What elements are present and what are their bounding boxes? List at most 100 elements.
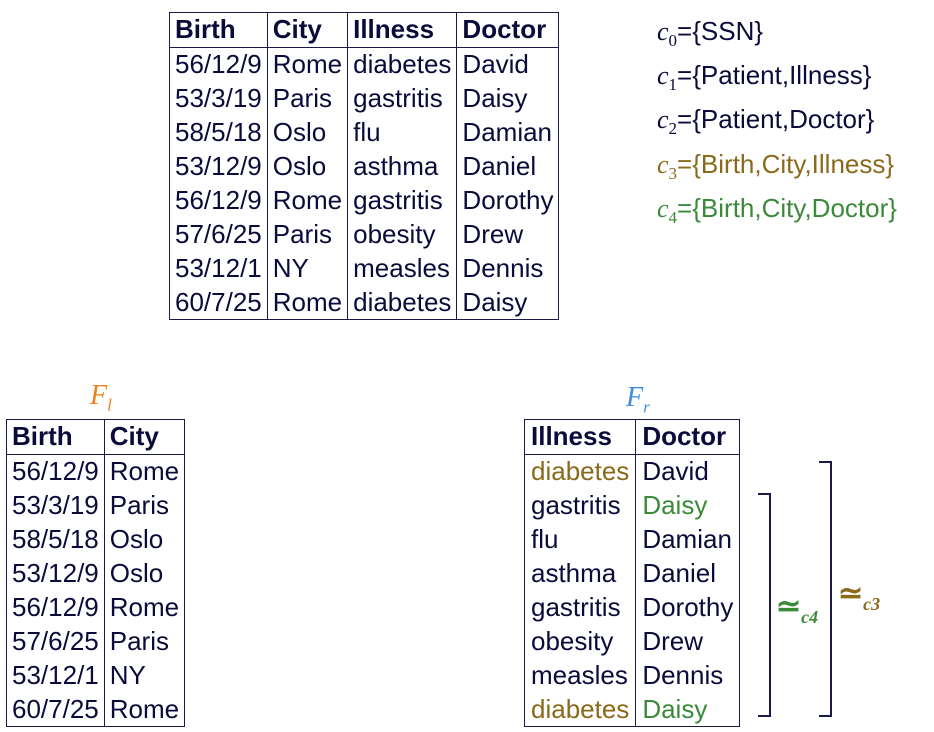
table-row: 58/5/18 Oslo flu Damian xyxy=(170,115,559,150)
table-row: 56/12/9 Rome xyxy=(7,590,185,625)
table-cell: gastritis xyxy=(347,183,457,218)
table-cell: Daisy xyxy=(456,285,559,320)
fl-title-var: F xyxy=(90,380,108,411)
table-row: 53/3/19 Paris xyxy=(7,488,185,523)
table-cell: 56/12/9 xyxy=(175,49,262,80)
table-row: gastritis Daisy xyxy=(525,488,740,523)
table-cell: Daniel xyxy=(456,149,559,184)
table-cell: Dennis xyxy=(456,251,559,286)
table-cell: Rome xyxy=(103,590,185,625)
table-cell: Rome xyxy=(266,47,348,82)
table-cell: diabetes xyxy=(347,285,457,320)
table-cell: diabetes xyxy=(347,47,457,82)
table-cell: Paris xyxy=(266,81,348,116)
table-cell: Oslo xyxy=(103,522,185,557)
main-table-body: 56/12/9 Rome diabetes David 53/3/19 Paris gast… xyxy=(170,47,559,320)
constraint-sub: 0 xyxy=(668,31,678,51)
table-row: 53/12/1 NY measles Dennis xyxy=(170,251,559,286)
table-cell: Oslo xyxy=(103,556,185,591)
constraint-line: c2={Patient,Doctor} xyxy=(657,102,897,146)
main-header-cell: Doctor xyxy=(456,12,559,48)
table-cell: measles xyxy=(347,251,457,286)
fl-header-cell: Birth xyxy=(6,419,105,455)
table-row: obesity Drew xyxy=(525,624,740,659)
table-row: 60/7/25 Rome diabetes Daisy xyxy=(170,285,559,320)
table-cell: Daisy xyxy=(635,488,740,523)
table-row: 58/5/18 Oslo xyxy=(7,522,185,557)
equivalence-c3-label: ≃c3 xyxy=(838,576,880,615)
table-cell: David xyxy=(635,454,740,489)
fl-header-cell: City xyxy=(103,419,185,455)
table-cell: Daisy xyxy=(456,81,559,116)
table-cell: Dorothy xyxy=(456,183,559,218)
table-row: 57/6/25 Paris obesity Drew xyxy=(170,217,559,252)
table-cell: asthma xyxy=(531,558,617,588)
constraint-sub: 4 xyxy=(668,207,678,227)
table-cell: Damian xyxy=(635,522,740,557)
table-row: 56/12/9 Rome diabetes David xyxy=(170,47,559,82)
equivalence-c4-symbol: ≃ xyxy=(776,590,802,623)
table-cell: measles xyxy=(531,659,628,690)
table-cell: gastritis xyxy=(531,490,621,521)
table-cell: Paris xyxy=(103,488,185,523)
table-cell: Rome xyxy=(266,183,348,218)
main-table-header-row: Birth City Illness Doctor xyxy=(169,12,559,48)
c3-bracket xyxy=(819,461,832,717)
table-cell: Dennis xyxy=(635,658,740,693)
table-cell: asthma xyxy=(347,149,457,184)
table-cell: 60/7/25 xyxy=(175,286,262,317)
fr-fragment-title: Fr xyxy=(626,382,650,418)
table-row: diabetes Daisy xyxy=(525,692,740,727)
table-cell: 53/3/19 xyxy=(175,83,262,114)
table-cell: Rome xyxy=(103,454,185,489)
table-row: measles Dennis xyxy=(525,658,740,693)
equivalence-c4-sub: c4 xyxy=(801,607,819,627)
constraint-line: c3={Birth,City,Illness} xyxy=(657,147,897,191)
table-cell: 57/6/25 xyxy=(12,625,99,656)
fr-table-body: diabetes David gastritis Daisy flu Damian asth… xyxy=(525,454,740,727)
table-row: 56/12/9 Rome xyxy=(7,454,185,489)
fr-title-sub: r xyxy=(643,397,650,417)
table-cell: 53/3/19 xyxy=(12,490,99,521)
constraint-var: c4 xyxy=(657,193,678,227)
main-header-cell: Illness xyxy=(347,12,457,48)
fl-table-body: 56/12/9 Rome 53/3/19 Paris 58/5/18 Oslo 53/12/… xyxy=(7,454,185,727)
fl-table-header-row: Birth City xyxy=(6,419,185,455)
constraint-var: c1 xyxy=(657,61,678,95)
table-cell: 56/12/9 xyxy=(12,591,99,622)
table-cell: Oslo xyxy=(266,149,348,184)
constraint-sub: 1 xyxy=(668,75,678,95)
table-cell: Paris xyxy=(103,624,185,659)
fl-fragment-title: Fl xyxy=(90,380,112,416)
table-cell: NY xyxy=(103,658,185,693)
table-cell: gastritis xyxy=(531,591,621,622)
table-cell: 56/12/9 xyxy=(175,184,262,215)
table-cell: NY xyxy=(266,251,348,286)
constraint-set: ={Patient,Illness} xyxy=(677,60,872,91)
table-cell: Drew xyxy=(456,217,559,252)
table-row: asthma Daniel xyxy=(525,556,740,591)
table-row: 60/7/25 Rome xyxy=(7,692,185,727)
constraint-var: c3 xyxy=(657,149,678,183)
table-cell: Dorothy xyxy=(635,590,740,625)
table-cell: flu xyxy=(531,524,559,555)
table-cell: 53/12/1 xyxy=(12,659,99,690)
table-cell: 56/12/9 xyxy=(12,456,99,487)
table-cell: 58/5/18 xyxy=(175,117,262,148)
main-header-cell: City xyxy=(266,12,348,48)
table-cell: 58/5/18 xyxy=(12,524,99,555)
constraint-var: c2 xyxy=(657,105,678,139)
table-row: 53/12/9 Oslo asthma Daniel xyxy=(170,149,559,184)
table-cell: Paris xyxy=(266,217,348,252)
main-header-cell: Birth xyxy=(169,12,268,48)
constraint-set: ={SSN} xyxy=(677,16,764,46)
table-row: flu Damian xyxy=(525,522,740,557)
fr-fragment-table: Illness Doctor diabetes David gastritis Dais… xyxy=(524,419,741,728)
constraint-set: ={Patient,Doctor} xyxy=(677,104,875,135)
table-cell: gastritis xyxy=(347,81,457,116)
table-cell: 53/12/9 xyxy=(12,558,99,588)
c4-bracket xyxy=(758,493,771,717)
table-cell: David xyxy=(456,47,559,82)
constraint-var: c0 xyxy=(657,17,678,51)
table-row: diabetes David xyxy=(525,454,740,489)
